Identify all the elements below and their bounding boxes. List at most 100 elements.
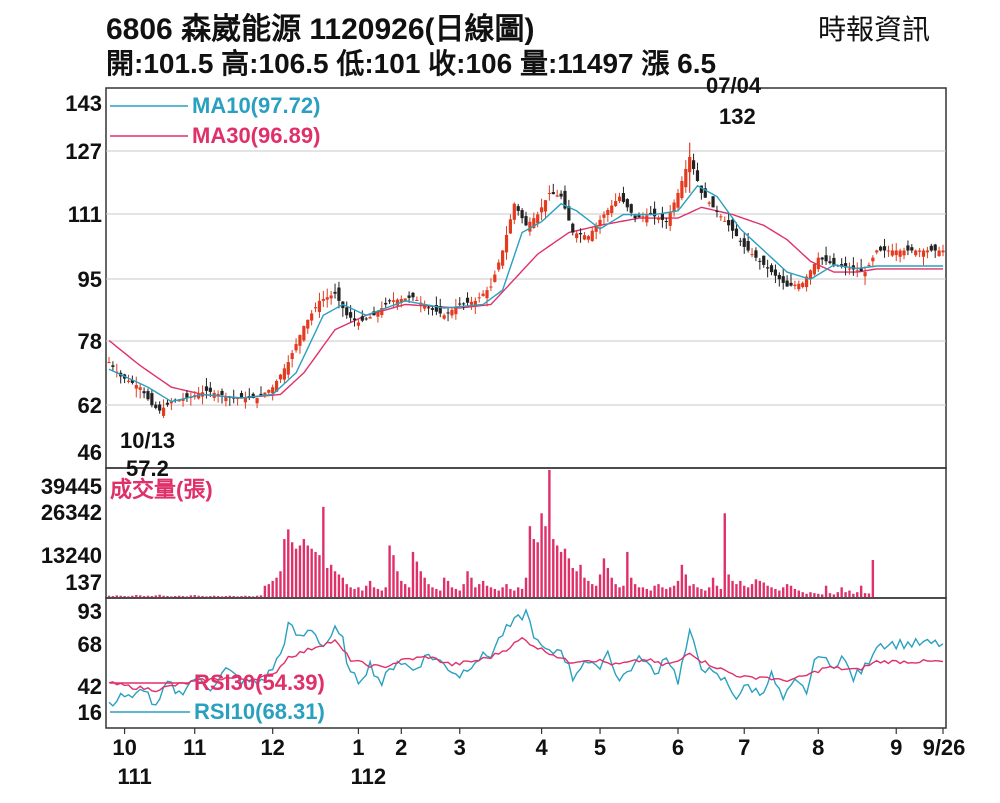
candle-body [501, 250, 505, 266]
ma30-legend: MA30(96.89) [192, 123, 320, 148]
volume-bar [314, 551, 317, 597]
volume-bar [633, 584, 637, 597]
volume-bar [142, 596, 146, 597]
candle-body [290, 353, 294, 360]
volume-bar [380, 590, 384, 597]
ma10-legend: MA10(97.72) [192, 93, 320, 118]
ma30-series-line [108, 206, 943, 399]
candle-body [777, 274, 781, 280]
volume-bar [111, 596, 115, 597]
candle-body [239, 393, 244, 399]
candle-body [111, 365, 115, 367]
volume-bar [396, 571, 399, 597]
volume-bar [493, 588, 497, 597]
volume-bar [357, 587, 360, 597]
volume-bar [220, 596, 224, 597]
candle-body [918, 250, 922, 252]
volume-bar [637, 587, 641, 597]
volume-bar [793, 588, 797, 597]
volume-bar [520, 588, 524, 597]
candle-body [477, 297, 481, 299]
candle-body [695, 170, 700, 181]
ma10-layer [108, 184, 943, 403]
candle-body [107, 362, 111, 364]
volume-bar [255, 595, 259, 597]
volume-bar [723, 513, 726, 597]
candle-body [824, 255, 828, 262]
volume-bar [435, 588, 438, 597]
candle-body [621, 193, 626, 202]
volume-bar [501, 587, 504, 597]
x-axis-month-label: 3 [454, 735, 466, 760]
candle-body [808, 270, 813, 279]
candle-body [890, 250, 894, 256]
volume-y-tick-label: 39445 [41, 474, 102, 499]
candle-body [161, 407, 166, 416]
candle-body [216, 393, 220, 397]
volume-bar [294, 548, 298, 597]
volume-bar [587, 580, 590, 597]
candle-body [766, 267, 770, 269]
candle-body [594, 225, 598, 232]
candle-body [871, 257, 875, 262]
volume-bar [376, 588, 380, 597]
candle-body [454, 307, 458, 315]
volume-bar [361, 590, 364, 597]
volume-bar [575, 571, 578, 597]
volume-bar [649, 590, 652, 597]
volume-bar [754, 579, 758, 597]
volume-bar [337, 574, 341, 597]
volume-bar [844, 592, 847, 597]
candle-body [286, 362, 290, 375]
candle-body [423, 305, 427, 309]
candle-body [337, 287, 341, 301]
volume-bar [700, 588, 703, 597]
volume-bar [567, 558, 571, 597]
volume-bar [177, 595, 181, 597]
candle-body [914, 250, 918, 256]
volume-bar [727, 574, 730, 597]
volume-bar [427, 584, 430, 597]
rsi-panel-frame [105, 597, 947, 729]
candle-body [177, 399, 181, 402]
volume-bar [388, 545, 391, 597]
candle-body [465, 297, 470, 303]
volume-bar [318, 555, 321, 597]
candle-body [325, 297, 329, 300]
x-axis-month-label: 12 [260, 735, 284, 760]
volume-bar [789, 585, 793, 597]
candle-body [220, 390, 224, 395]
x-axis-month-label: 11 [183, 735, 206, 760]
volume-bar [283, 539, 286, 597]
rsi30-series-line [108, 636, 944, 693]
candle-body [368, 317, 372, 319]
volume-bar [579, 564, 582, 597]
candle-body [555, 195, 559, 197]
candle-body [625, 199, 629, 208]
volume-bar [856, 592, 859, 597]
candle-body [243, 398, 248, 403]
volume-bar [166, 596, 169, 597]
candle-body [882, 246, 887, 251]
volume-bar [462, 584, 465, 597]
candle-body [356, 322, 361, 326]
volume-bar [439, 590, 442, 597]
volume-bar [684, 574, 687, 597]
volume-bar [563, 548, 567, 597]
candle-body [532, 218, 536, 228]
volume-bar [848, 590, 851, 597]
candle-body [699, 185, 703, 193]
candle-body [746, 241, 750, 251]
candle-body [575, 233, 579, 239]
candle-body [278, 374, 283, 380]
rsi-layer [108, 608, 944, 707]
candle-body [236, 398, 240, 400]
volume-bar [407, 587, 411, 597]
candle-body [742, 238, 746, 247]
candle-body [271, 387, 275, 394]
volume-bar [735, 584, 738, 597]
volume-bar [559, 551, 563, 597]
volume-bar [236, 596, 239, 597]
candle-body [197, 393, 201, 399]
volume-bar [310, 548, 313, 597]
